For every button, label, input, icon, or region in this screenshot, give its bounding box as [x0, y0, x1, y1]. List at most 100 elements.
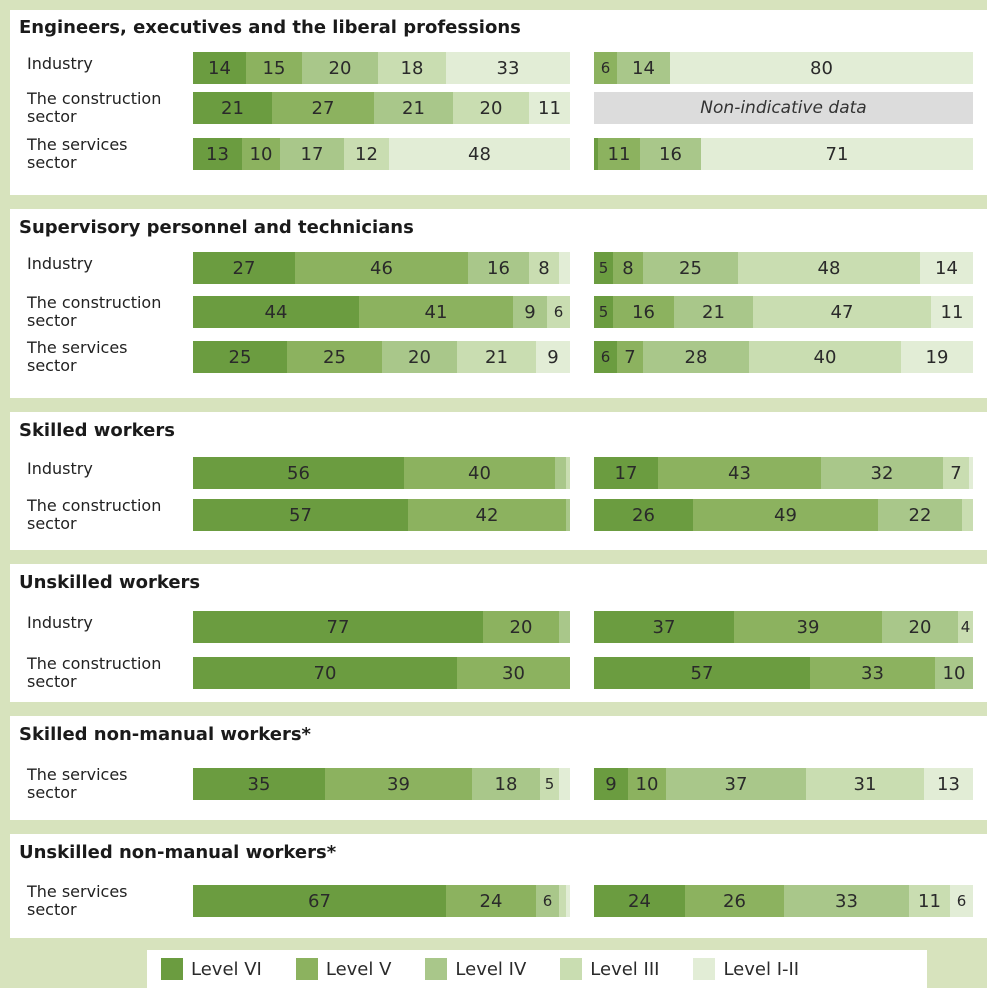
- bar-segment-level-v: 42: [408, 499, 566, 531]
- row-label: The services sector: [27, 882, 128, 919]
- bar-segment-level-v: 40: [404, 457, 555, 489]
- bar-segment-level-v: 16: [613, 296, 674, 328]
- bar-segment-level-v: 20: [483, 611, 559, 643]
- bar-segment-level-iv: 20: [882, 611, 958, 643]
- row-label: The construction sector: [27, 496, 162, 533]
- bar-segment-level-vi: 27: [193, 252, 295, 284]
- bar-segment-level-v: 41: [359, 296, 513, 328]
- bar-segment-level-iii: 31: [806, 768, 924, 800]
- bar-segment-level-i-ii: 6: [950, 885, 973, 917]
- bar-segment-level-vi: 6: [594, 341, 617, 373]
- legend-swatch-level-iii: [560, 958, 583, 980]
- bar-segment-level-iv: 22: [878, 499, 962, 531]
- bar-segment-level-vi: 37: [594, 611, 734, 643]
- bar-segment-level-iv: 32: [821, 457, 943, 489]
- bar-segment-level-vi: 57: [594, 657, 810, 689]
- row-label: Industry: [27, 459, 93, 478]
- bar-segment-level-iii: 5: [540, 768, 559, 800]
- left-stacked-bar: 27 46 16 8: [193, 252, 570, 284]
- bar-segment-level-i-ii: 19: [901, 341, 973, 373]
- right-stacked-bar: 9 10 37 31 13: [594, 768, 973, 800]
- legend-swatch-level-i-ii: [693, 958, 716, 980]
- bar-segment-level-i-ii: [559, 768, 570, 800]
- right-stacked-bar: 6 7 28 40 19: [594, 341, 973, 373]
- legend-swatch-level-vi: [161, 958, 183, 980]
- bar-segment-level-iv: 21: [374, 92, 453, 124]
- legend-item-level-vi: Level VI: [161, 958, 262, 980]
- bar-segment-level-v: 49: [693, 499, 878, 531]
- left-stacked-bar: 70 30: [193, 657, 570, 689]
- bar-segment-level-iv: 20: [302, 52, 378, 84]
- bar-segment-level-vi: 67: [193, 885, 446, 917]
- legend-label-level-iii: Level III: [590, 958, 660, 980]
- legend-label-level-v: Level V: [325, 958, 392, 980]
- bar-segment-level-i-ii: 71: [701, 138, 973, 170]
- bar-segment-level-i-ii: 11: [529, 92, 570, 124]
- bar-segment-level-v: 27: [272, 92, 374, 124]
- right-stacked-bar: 6 14 80: [594, 52, 973, 84]
- bar-segment-level-i-ii: 80: [670, 52, 973, 84]
- bar-segment-level-i-ii: [559, 252, 570, 284]
- group-title: Unskilled workers: [19, 572, 201, 593]
- bar-segment-level-iv: 10: [935, 657, 973, 689]
- bar-segment-level-vi: 44: [193, 296, 359, 328]
- bar-segment-level-iii: 7: [943, 457, 969, 489]
- bar-segment-level-iv: 14: [617, 52, 670, 84]
- bar-segment-level-vi: 14: [193, 52, 246, 84]
- bar-segment-level-iv: 37: [666, 768, 806, 800]
- right-stacked-bar: 37 39 20 4: [594, 611, 973, 643]
- bar-segment-level-iv: 17: [280, 138, 344, 170]
- bar-segment-level-iii: 12: [344, 138, 389, 170]
- left-stacked-bar: 56 40: [193, 457, 570, 489]
- left-stacked-bar: 25 25 20 21 9: [193, 341, 570, 373]
- row-label: The construction sector: [27, 654, 162, 691]
- bar-segment-level-v: 39: [325, 768, 472, 800]
- left-stacked-bar: 57 42: [193, 499, 570, 531]
- legend-label-level-vi: Level VI: [191, 958, 262, 980]
- bar-segment-level-iv: 21: [674, 296, 753, 328]
- bar-segment-level-v: 11: [598, 138, 640, 170]
- bar-segment-level-vi: 70: [193, 657, 457, 689]
- legend-item-level-iv: Level IV: [425, 958, 526, 980]
- right-stacked-bar: 5 8 25 48 14: [594, 252, 973, 284]
- group-title: Supervisory personnel and technicians: [19, 217, 414, 238]
- bar-segment-level-vi: [594, 138, 598, 170]
- bar-segment-level-v: 8: [613, 252, 643, 284]
- left-stacked-bar: 77 20: [193, 611, 570, 643]
- row-label: The construction sector: [27, 89, 162, 126]
- bar-segment-level-iv: 20: [382, 341, 457, 373]
- bar-segment-level-i-ii: 48: [389, 138, 570, 170]
- bar-segment-level-vi: 77: [193, 611, 483, 643]
- bar-segment-level-iii: 4: [958, 611, 973, 643]
- bar-segment-level-iii: 8: [529, 252, 559, 284]
- left-stacked-bar: 13 10 17 12 48: [193, 138, 570, 170]
- bar-segment-level-vi: 56: [193, 457, 404, 489]
- bar-segment-level-v: 30: [457, 657, 570, 689]
- bar-segment-level-iii: 18: [378, 52, 446, 84]
- group-title: Skilled workers: [19, 420, 175, 441]
- group-title: Unskilled non-manual workers*: [19, 842, 337, 863]
- bar-segment-level-iv: 25: [643, 252, 738, 284]
- bar-segment-level-iv: [559, 611, 570, 643]
- row-label: Industry: [27, 54, 93, 73]
- bar-segment-level-iv: 16: [640, 138, 701, 170]
- bar-segment-level-v: 26: [685, 885, 784, 917]
- bar-segment-level-iii: [559, 885, 566, 917]
- legend-item-level-i-ii: Level I-II: [693, 958, 799, 980]
- bar-segment-level-v: 39: [734, 611, 882, 643]
- bar-segment-level-vi: 9: [594, 768, 628, 800]
- group-title: Engineers, executives and the liberal pr…: [19, 17, 521, 38]
- bar-segment-level-iv: 9: [513, 296, 547, 328]
- right-stacked-bar: 26 49 22: [594, 499, 973, 531]
- row-label: The services sector: [27, 765, 128, 802]
- bar-segment-level-vi: 5: [594, 296, 613, 328]
- bar-segment-level-v: 43: [658, 457, 821, 489]
- bar-segment-level-iv: [555, 457, 566, 489]
- bar-segment-level-v: 33: [810, 657, 935, 689]
- bar-segment-level-iv: 33: [784, 885, 909, 917]
- group-title: Skilled non-manual workers*: [19, 724, 311, 745]
- bar-segment-level-vi: 24: [594, 885, 685, 917]
- bar-segment-level-v: 25: [287, 341, 382, 373]
- bar-segment-level-iii: [566, 457, 570, 489]
